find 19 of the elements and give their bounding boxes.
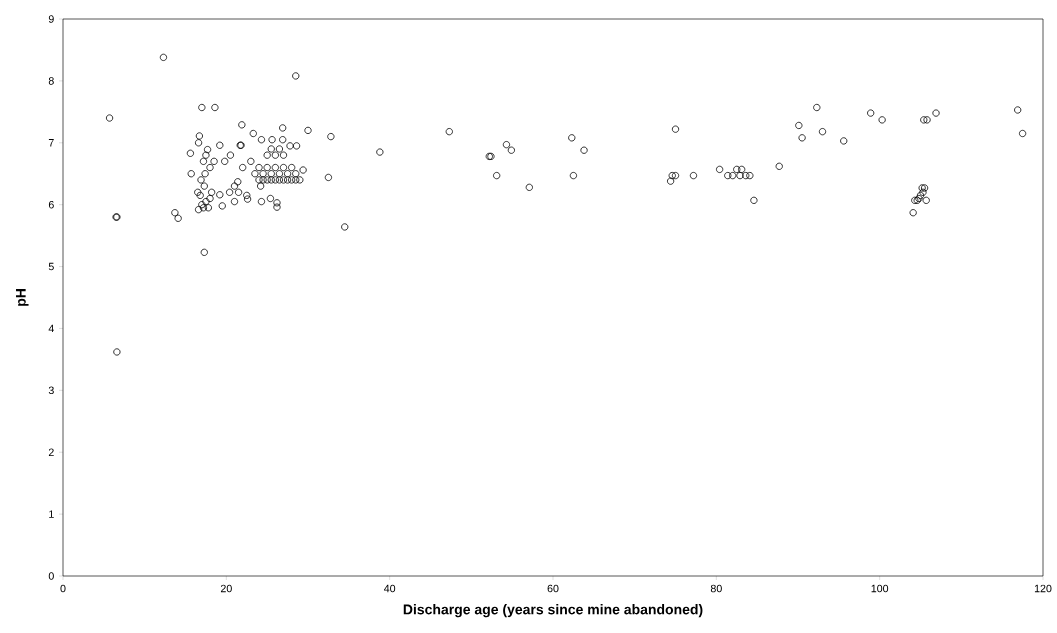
x-tick-label: 80 — [710, 584, 722, 593]
y-tick-label: 7 — [48, 139, 54, 147]
x-tick-label: 100 — [871, 584, 889, 593]
y-tick-label: 8 — [48, 77, 54, 85]
x-tick-label: 40 — [383, 584, 396, 593]
x-tick-label: 120 — [1034, 584, 1052, 593]
y-tick-label: 0 — [48, 572, 54, 580]
x-tick-label: 60 — [547, 584, 559, 593]
y-tick-label: 5 — [48, 262, 54, 271]
x-tick-label: 0 — [60, 584, 66, 593]
y-axis-title: pH — [16, 289, 29, 306]
y-tick-label: 3 — [48, 386, 54, 395]
y-tick-label: 1 — [49, 510, 54, 518]
y-tick-label: 6 — [48, 200, 54, 209]
y-tick-label: 2 — [48, 448, 54, 456]
y-tick-label: 9 — [48, 15, 54, 23]
y-tick-label: 4 — [48, 324, 54, 333]
x-axis-title: Discharge age (years since mine abandoned) — [403, 604, 703, 618]
x-tick-label: 20 — [220, 584, 232, 593]
